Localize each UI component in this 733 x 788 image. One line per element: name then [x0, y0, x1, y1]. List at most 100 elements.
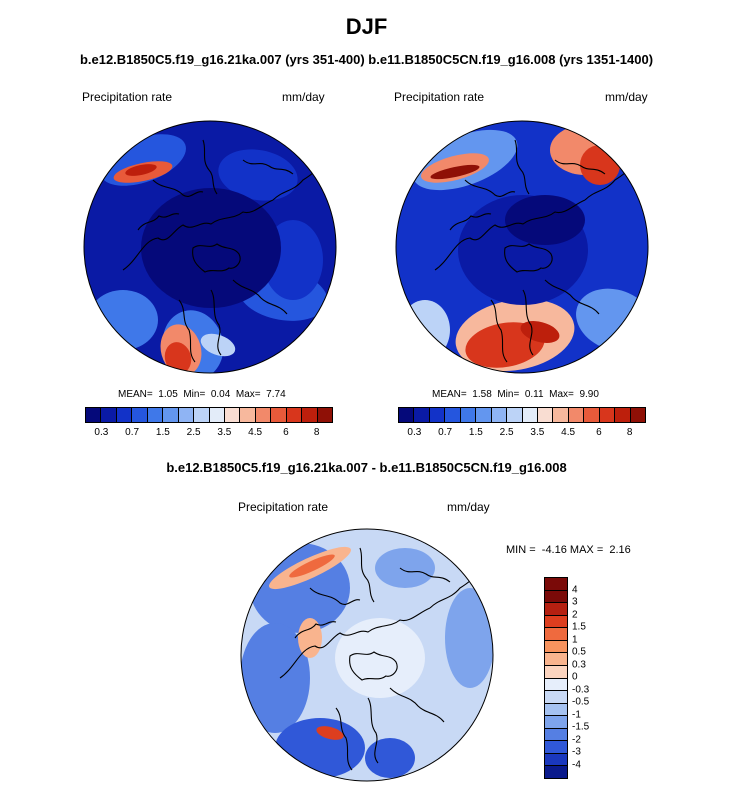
panel3-minmax: MIN = -4.16 MAX = 2.16 [506, 544, 631, 556]
field-contour [365, 738, 415, 778]
field-contour [400, 300, 450, 360]
panel1-colorbar-box [194, 408, 210, 422]
cases-title: b.e12.B1850C5.f19_g16.21ka.007 (yrs 351-… [79, 52, 654, 67]
coastline [449, 213, 492, 231]
coastline [464, 179, 516, 197]
panel3-colorbar [544, 577, 568, 779]
coastline [522, 289, 534, 356]
coastline [399, 567, 451, 583]
panel2-colorbar-tick: 1.5 [468, 427, 483, 438]
panel3-colorbar-box [545, 615, 567, 629]
panel2-variable-label: Precipitation rate [394, 90, 485, 104]
panel3-colorbar-tick: 4 [572, 584, 578, 595]
panel1-max-label: Max= [235, 389, 261, 400]
field-contour [316, 726, 344, 740]
field-layer [84, 121, 336, 373]
panel1-colorbar-tick: 2.5 [186, 427, 201, 438]
panel3-colorbar-box [545, 603, 567, 616]
panel2-stats: MEAN= 1.58 Min= 0.11 Max= 9.90 [432, 389, 599, 400]
coastline [294, 621, 337, 639]
coastline [554, 159, 606, 175]
panel2-colorbar-box [445, 408, 461, 422]
panel2-colorbar-box [460, 408, 477, 422]
field-contour [88, 290, 158, 350]
panel1-colorbar-box [224, 408, 241, 422]
panel2-colorbar-box [584, 408, 600, 422]
panel3-colorbar-box [545, 703, 567, 717]
panel1-colorbar-box [116, 408, 133, 422]
panel3-colorbar-tick: 1 [572, 634, 578, 645]
coastline [389, 687, 445, 723]
panel3-colorbar-box [545, 640, 567, 654]
panel1-colorbar-tick: 0.7 [125, 427, 140, 438]
field-layer [396, 121, 648, 373]
panel1-colorbar-box [302, 408, 318, 422]
coastlines [434, 139, 636, 363]
panel2-max-value: 9.90 [579, 389, 599, 400]
panel2-max-label: Max= [549, 389, 574, 400]
coastline [434, 199, 586, 271]
panel3-colorbar-tick: -2 [572, 734, 581, 745]
panel3-colorbar-box [545, 665, 567, 679]
panel3-variable-label: Precipitation rate [238, 500, 329, 514]
panel2-min-value: 0.11 [524, 389, 544, 400]
panel2-colorbar-box [630, 408, 645, 422]
coastline [210, 289, 222, 356]
panel1-colorbar-tick: 4.5 [248, 427, 263, 438]
coastline [544, 279, 600, 315]
panel3-min-label: MIN = [506, 544, 536, 556]
panel2-colorbar-box [522, 408, 538, 422]
panel2-colorbar-box [537, 408, 554, 422]
panel2-colorbar-tick: 4.5 [561, 427, 576, 438]
panel3-colorbar-box [545, 716, 567, 729]
coastline [335, 707, 353, 771]
coastline [137, 213, 180, 231]
panel2-colorbar-box [429, 408, 446, 422]
panel2-colorbar-box [553, 408, 569, 422]
field-contour [164, 342, 192, 373]
panel2-colorbar-tick: 0.3 [407, 427, 422, 438]
coastline [178, 299, 196, 363]
panel3-colorbar-tick: 0.5 [572, 646, 586, 658]
panel1-colorbar [85, 407, 333, 423]
panel2-colorbar-box [414, 408, 430, 422]
panel3-colorbar-tick: 0 [572, 671, 578, 683]
field-contour [289, 554, 335, 578]
coastline [122, 199, 274, 271]
coastlines [279, 547, 481, 771]
panel1-min-value: 0.04 [210, 389, 231, 400]
panel1-colorbar-box [101, 408, 117, 422]
panel1-colorbar-box [163, 408, 179, 422]
panel2-colorbar-box [599, 408, 616, 422]
coastline [152, 179, 204, 197]
panel1-colorbar-box [317, 408, 332, 422]
panel2-mean-value: 1.58 [472, 389, 492, 400]
panel3-colorbar-tick: -1.5 [572, 721, 590, 733]
coastline [359, 547, 375, 603]
panel2-colorbar-tick: 6 [596, 427, 602, 438]
panel1-mean-label: MEAN= [118, 389, 153, 400]
field-contour [430, 164, 480, 180]
panel2-polar-map [395, 120, 649, 374]
panel1-colorbar-box [209, 408, 225, 422]
coastline [490, 299, 508, 363]
panel2-units-label: mm/day [605, 90, 648, 104]
difference-title: b.e12.B1850C5.f19_g16.21ka.007 - b.e11.B… [166, 460, 567, 475]
coastline [242, 159, 294, 175]
field-contour [335, 618, 425, 698]
field-contour [218, 149, 298, 201]
panel3-colorbar-tick: -0.5 [572, 696, 590, 708]
panel1-colorbar-box [286, 408, 303, 422]
panel1-colorbar-box [147, 408, 164, 422]
panel3-colorbar-box [545, 678, 567, 692]
panel2-colorbar-box [399, 408, 415, 422]
season-title: DJF [345, 14, 388, 39]
panel3-colorbar-box [545, 628, 567, 641]
coastline [309, 587, 361, 605]
panel3-colorbar-tick: -3 [572, 746, 581, 758]
panel1-colorbar-box [132, 408, 148, 422]
panel3-colorbar-tick: 3 [572, 596, 578, 608]
panel1-polar-map [83, 120, 337, 374]
panel2-colorbar-box [476, 408, 492, 422]
field-contour [241, 623, 310, 733]
